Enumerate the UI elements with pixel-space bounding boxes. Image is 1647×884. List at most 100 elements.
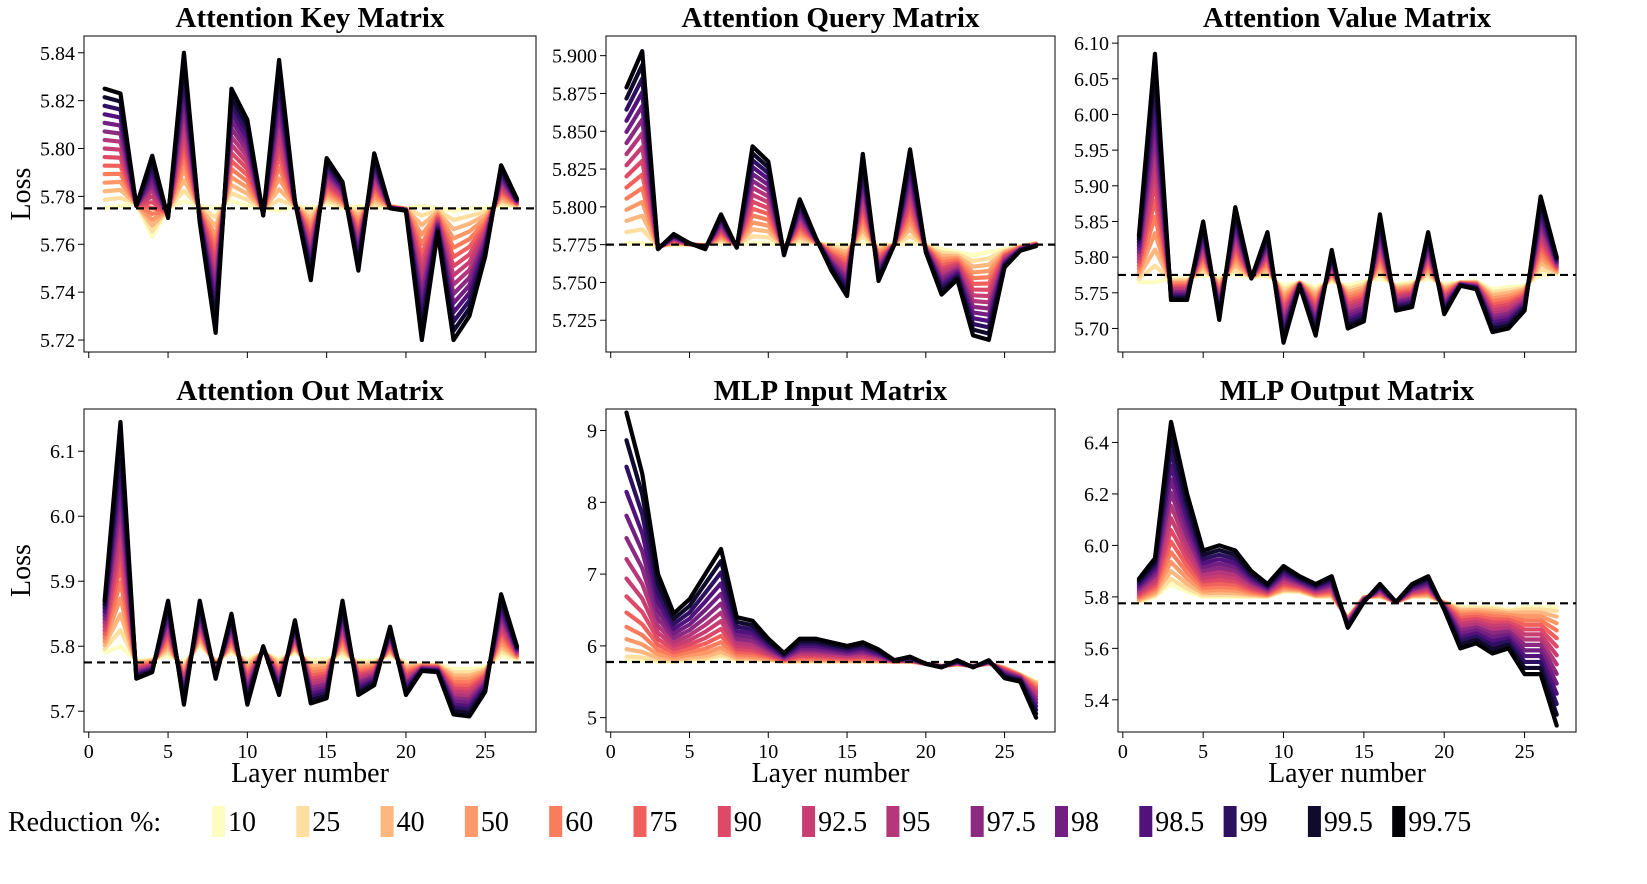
legend-swatch <box>464 806 478 837</box>
legend-item-label: 90 <box>734 807 762 838</box>
chart-panel: Attention Query Matrix 5.725 5.750 5.775 5.8… <box>552 2 1056 358</box>
legend-label: Reduction %: <box>8 807 161 838</box>
y-tick-label: 5.70 <box>1074 318 1109 340</box>
series-line <box>624 438 1039 716</box>
x-tick-label: 10 <box>1274 741 1294 763</box>
y-tick-label: 6.4 <box>1084 432 1109 454</box>
y-tick-label: 5.74 <box>40 282 75 304</box>
x-tick-label: 15 <box>837 741 857 763</box>
y-tick-label: 5.775 <box>552 235 597 257</box>
y-tick-label: 7 <box>587 564 597 586</box>
legend-item: 75 <box>633 806 678 838</box>
legend-swatch <box>380 806 394 837</box>
y-tick-label: 5.72 <box>40 330 75 352</box>
legend-item-label: 99.75 <box>1408 807 1471 838</box>
y-tick-label: 6 <box>587 636 597 658</box>
y-tick-label: 5.84 <box>40 43 75 65</box>
y-tick-label: 6.10 <box>1074 33 1109 55</box>
legend-swatch <box>633 806 647 837</box>
legend-item: 99.75 <box>1392 806 1471 838</box>
y-tick-label: 5.750 <box>552 272 597 294</box>
y-tick-label: 5.725 <box>552 310 597 332</box>
x-tick-label: 20 <box>1434 741 1454 763</box>
y-tick-label: 5.80 <box>40 139 75 161</box>
legend-item-label: 99 <box>1240 807 1268 838</box>
y-tick-label: 5.9 <box>50 571 75 593</box>
legend-item: 60 <box>549 806 593 838</box>
x-axis-label: Layer number <box>231 758 389 789</box>
legend-swatch <box>717 806 731 837</box>
plot-frame <box>1117 408 1577 733</box>
x-tick-label: 15 <box>1354 741 1374 763</box>
x-tick-label: 5 <box>163 741 173 763</box>
y-tick-label: 5.90 <box>1074 176 1109 198</box>
legend-item: 99.5 <box>1307 806 1373 838</box>
y-axis-label: Loss <box>6 168 37 221</box>
x-tick-label: 10 <box>758 741 778 763</box>
y-tick-label: 5.825 <box>552 159 597 181</box>
y-tick-label: 6.00 <box>1074 104 1109 126</box>
y-axis-label: Loss <box>6 544 37 597</box>
y-tick-label: 5.75 <box>1074 283 1109 305</box>
y-tick-label: 5.80 <box>1074 247 1109 269</box>
chart-title: Attention Out Matrix <box>176 375 444 407</box>
x-tick-label: 0 <box>1118 741 1128 763</box>
x-tick-label: 10 <box>237 741 257 763</box>
y-tick-label: 6.1 <box>50 441 75 463</box>
x-tick-label: 0 <box>84 741 94 763</box>
x-tick-label: 25 <box>995 741 1015 763</box>
series-line <box>102 50 520 343</box>
series-line <box>1136 51 1559 345</box>
chart-title: Attention Query Matrix <box>682 2 980 34</box>
y-tick-label: 5.7 <box>50 701 75 723</box>
x-tick-label: 25 <box>1515 741 1535 763</box>
legend-item-label: 92.5 <box>818 807 867 838</box>
y-tick-label: 5.82 <box>40 91 75 113</box>
plot-frame <box>83 35 537 353</box>
y-tick-label: 5.8 <box>50 636 75 658</box>
plot-frame <box>605 35 1056 353</box>
y-tick-label: 6.05 <box>1074 69 1109 91</box>
y-tick-label: 5.76 <box>40 234 75 256</box>
y-tick-label: 5.95 <box>1074 140 1109 162</box>
legend: Reduction %: 10 25 40 50 60 75 90 92.5 95 97.5 98 98… <box>8 806 1471 838</box>
chart-panel: Attention Key Matrix 5.72 5.74 5.76 5.78 5.80… <box>6 2 537 358</box>
x-tick-label: 20 <box>396 741 416 763</box>
y-tick-label: 5.85 <box>1074 211 1109 233</box>
legend-swatch <box>212 806 225 837</box>
legend-swatch <box>1223 806 1237 837</box>
chart-panel: Attention Out Matrix 5.7 5.8 5.9 6.0 6.1 0 5 10 1… <box>6 375 537 789</box>
legend-item: 98.5 <box>1139 806 1204 838</box>
y-tick-label: 5.875 <box>552 83 597 105</box>
legend-item: 99 <box>1223 806 1268 838</box>
legend-swatch <box>549 806 563 837</box>
legend-swatch <box>1055 806 1068 837</box>
legend-item-label: 95 <box>902 807 930 838</box>
x-axis-label: Layer number <box>1268 758 1426 789</box>
legend-item-label: 98 <box>1071 807 1099 838</box>
x-tick-label: 0 <box>606 741 616 763</box>
legend-item-label: 98.5 <box>1155 807 1204 838</box>
legend-item: 25 <box>296 806 340 838</box>
series-line <box>102 419 520 719</box>
series-line <box>624 49 1039 342</box>
y-tick-label: 6.0 <box>50 506 75 528</box>
y-tick-label: 5.78 <box>40 186 75 208</box>
series-line <box>624 117 1039 311</box>
legend-swatch <box>1307 806 1321 837</box>
y-tick-label: 5.900 <box>552 46 597 68</box>
legend-swatch <box>1392 806 1406 837</box>
series-line <box>1136 419 1559 728</box>
legend-item: 90 <box>717 806 762 838</box>
legend-item-label: 97.5 <box>987 807 1036 838</box>
chart-title: Attention Value Matrix <box>1203 2 1492 34</box>
x-tick-label: 5 <box>1198 741 1208 763</box>
plot-frame <box>1117 35 1577 353</box>
plot-frame <box>83 408 537 733</box>
y-tick-label: 5.850 <box>552 121 597 143</box>
legend-swatch <box>802 806 816 837</box>
y-tick-label: 5 <box>587 708 597 730</box>
legend-item-label: 10 <box>228 807 256 838</box>
